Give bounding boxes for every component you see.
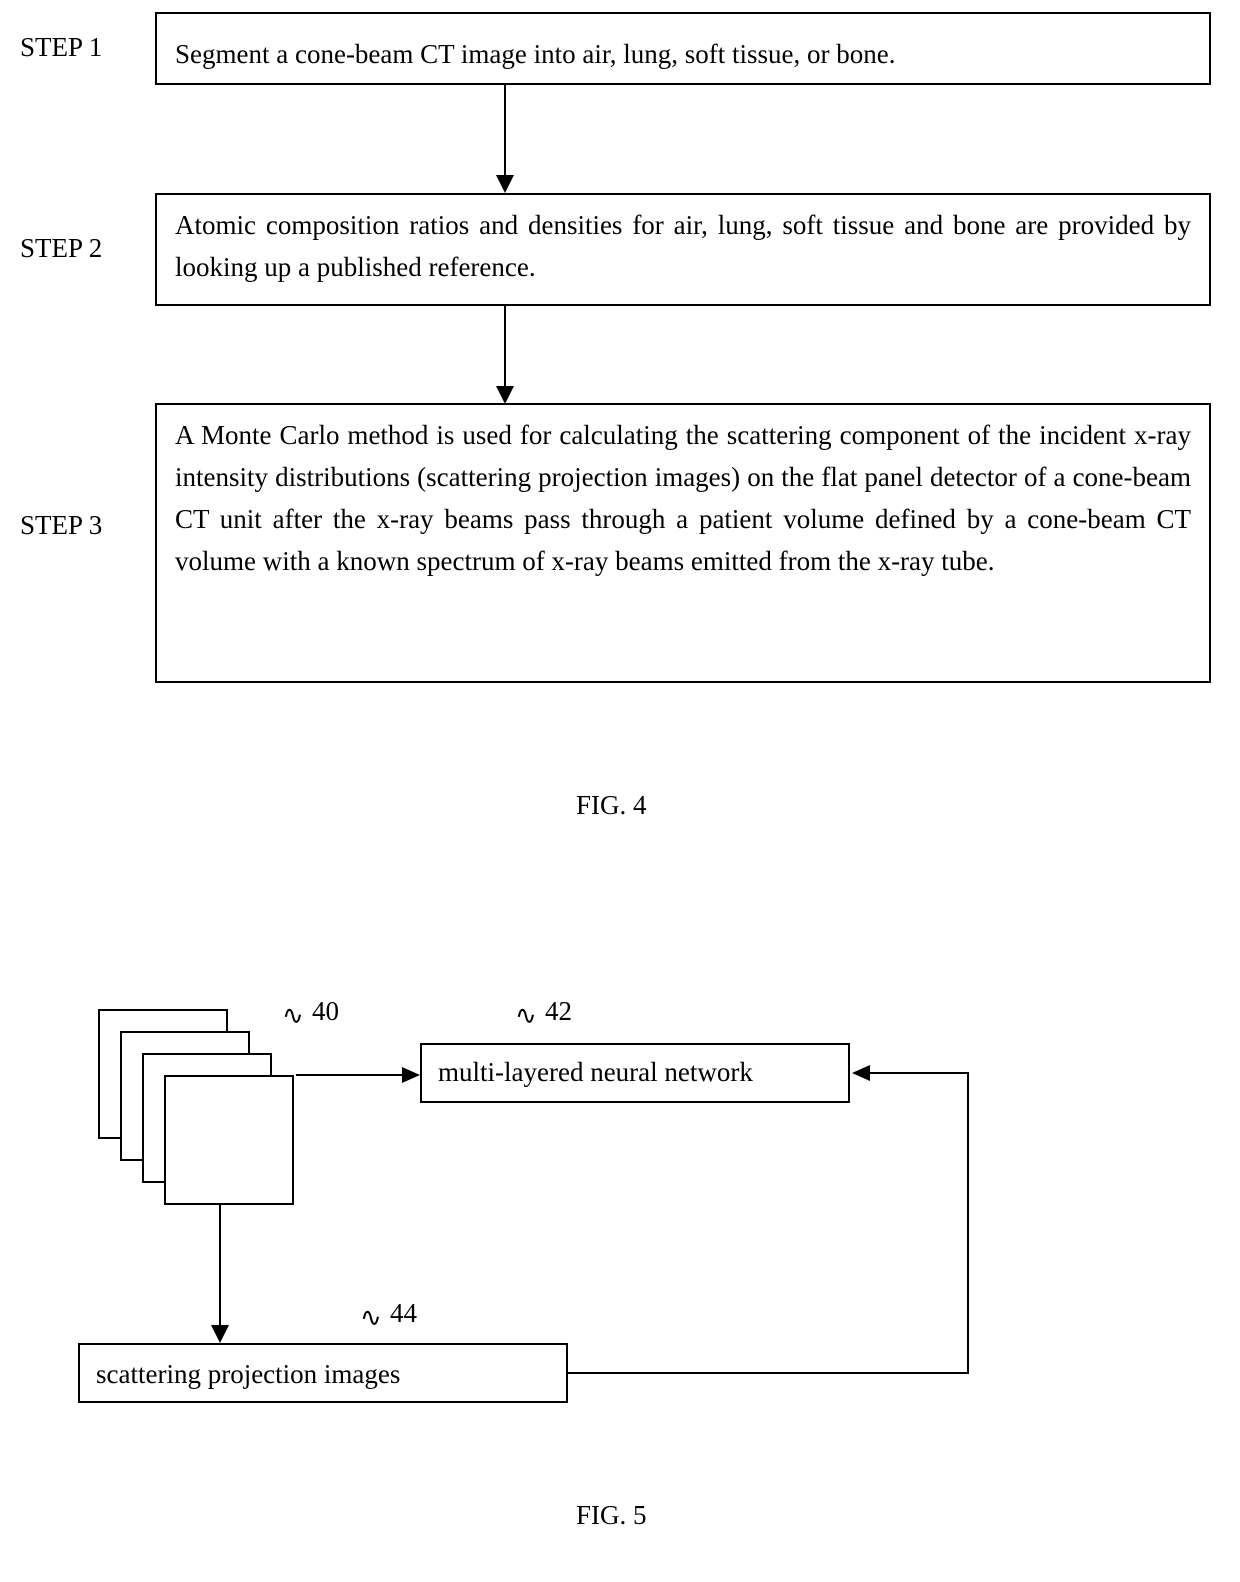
ref-44-number: 44 bbox=[390, 1298, 417, 1329]
fig4-caption: FIG. 4 bbox=[576, 790, 647, 821]
step3-box: A Monte Carlo method is used for calcula… bbox=[155, 403, 1211, 683]
step3-text: A Monte Carlo method is used for calcula… bbox=[157, 405, 1209, 592]
ref-40-squiggle: ∿ bbox=[282, 1000, 304, 1031]
arrow-stack-to-scatter bbox=[200, 1205, 240, 1345]
ref-42-number: 42 bbox=[545, 996, 572, 1027]
step1-text: Segment a cone-beam CT image into air, l… bbox=[157, 14, 1209, 96]
step2-text: Atomic composition ratios and densities … bbox=[157, 195, 1209, 299]
ref-40-number: 40 bbox=[312, 996, 339, 1027]
step3-label: STEP 3 bbox=[20, 510, 102, 541]
fig5-caption: FIG. 5 bbox=[576, 1500, 647, 1531]
ref-44-squiggle: ∿ bbox=[360, 1302, 382, 1333]
step1-box: Segment a cone-beam CT image into air, l… bbox=[155, 12, 1211, 85]
ref-42-squiggle: ∿ bbox=[515, 1000, 537, 1031]
scatter-box: scattering projection images bbox=[78, 1343, 568, 1403]
step2-label: STEP 2 bbox=[20, 233, 102, 264]
step1-label: STEP 1 bbox=[20, 32, 102, 63]
page: STEP 1 Segment a cone-beam CT image into… bbox=[0, 0, 1240, 1582]
arrow-stack-to-nn bbox=[296, 1060, 422, 1090]
arrow-step1-step2 bbox=[485, 85, 525, 195]
scatter-box-label: scattering projection images bbox=[80, 1345, 566, 1404]
stack-square-4 bbox=[164, 1075, 294, 1205]
arrow-scatter-to-nn bbox=[568, 1043, 998, 1378]
arrow-step2-step3 bbox=[485, 306, 525, 406]
step2-box: Atomic composition ratios and densities … bbox=[155, 193, 1211, 306]
